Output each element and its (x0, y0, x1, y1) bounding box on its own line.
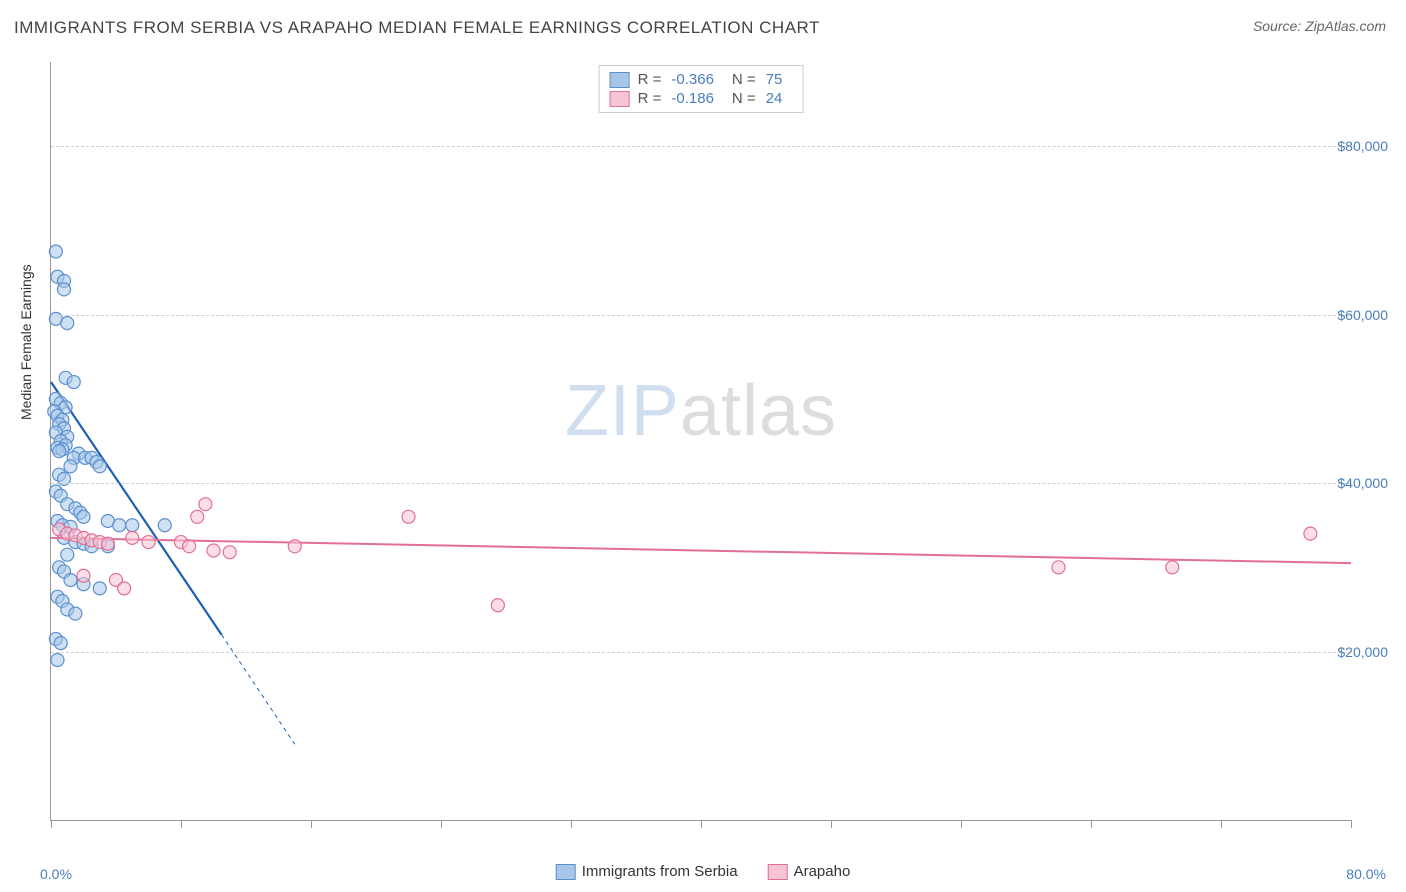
data-point (49, 245, 62, 258)
chart-svg (51, 62, 1351, 820)
x-tick (961, 820, 962, 828)
data-point (51, 653, 64, 666)
x-axis-min-label: 0.0% (40, 866, 72, 882)
x-tick (571, 820, 572, 828)
data-point (101, 537, 114, 550)
x-tick (311, 820, 312, 828)
data-point (61, 548, 74, 561)
legend-label: Arapaho (794, 863, 851, 880)
data-point (69, 607, 82, 620)
x-tick (181, 820, 182, 828)
data-point (77, 569, 90, 582)
data-point (491, 599, 504, 612)
data-point (158, 519, 171, 532)
data-point (288, 540, 301, 553)
gridline (51, 146, 1351, 147)
data-point (223, 546, 236, 559)
chart-title: IMMIGRANTS FROM SERBIA VS ARAPAHO MEDIAN… (14, 18, 820, 38)
data-point (58, 283, 71, 296)
x-tick (701, 820, 702, 828)
x-tick (51, 820, 52, 828)
data-point (126, 519, 139, 532)
x-tick (831, 820, 832, 828)
y-tick-label: $60,000 (1337, 307, 1388, 323)
gridline (51, 483, 1351, 484)
data-point (1304, 527, 1317, 540)
legend-swatch (768, 864, 788, 880)
y-axis-label: Median Female Earnings (18, 264, 34, 420)
x-tick (441, 820, 442, 828)
data-point (1166, 561, 1179, 574)
data-point (207, 544, 220, 557)
bottom-legend: Immigrants from Serbia Arapaho (556, 863, 851, 880)
data-point (64, 573, 77, 586)
source-attribution: Source: ZipAtlas.com (1253, 18, 1386, 34)
data-point (93, 460, 106, 473)
x-tick (1091, 820, 1092, 828)
data-point (53, 445, 66, 458)
data-point (93, 582, 106, 595)
x-tick (1221, 820, 1222, 828)
gridline (51, 315, 1351, 316)
data-point (67, 376, 80, 389)
data-point (64, 460, 77, 473)
legend-swatch (556, 864, 576, 880)
y-tick-label: $40,000 (1337, 475, 1388, 491)
data-point (1052, 561, 1065, 574)
data-point (54, 637, 67, 650)
trend-line (51, 538, 1351, 563)
legend-item: Immigrants from Serbia (556, 863, 738, 880)
data-point (61, 317, 74, 330)
plot-area: ZIPatlas R =-0.366N =75R =-0.186N =24 (50, 62, 1351, 821)
gridline (51, 652, 1351, 653)
y-tick-label: $80,000 (1337, 138, 1388, 154)
x-axis-max-label: 80.0% (1346, 866, 1386, 882)
data-point (126, 531, 139, 544)
data-point (191, 510, 204, 523)
y-tick-label: $20,000 (1337, 644, 1388, 660)
data-point (77, 510, 90, 523)
legend-label: Immigrants from Serbia (582, 863, 738, 880)
x-tick (1351, 820, 1352, 828)
data-point (113, 519, 126, 532)
legend-item: Arapaho (768, 863, 851, 880)
data-point (142, 536, 155, 549)
source-label: Source: (1253, 18, 1305, 34)
source-value: ZipAtlas.com (1305, 18, 1386, 34)
data-point (118, 582, 131, 595)
data-point (402, 510, 415, 523)
data-point (199, 498, 212, 511)
data-point (183, 540, 196, 553)
